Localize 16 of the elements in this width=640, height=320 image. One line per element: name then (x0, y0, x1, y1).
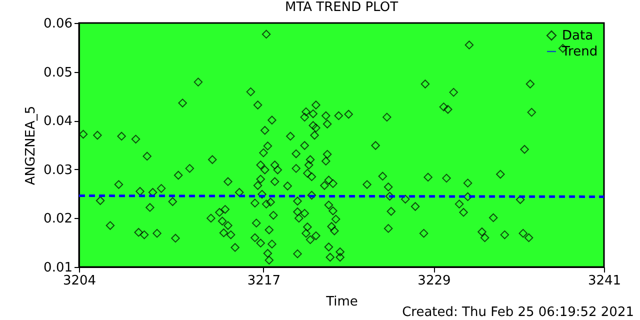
legend-label: Data (562, 28, 594, 44)
x-axis-title: Time (325, 294, 358, 310)
legend-label: Trend (561, 44, 598, 60)
x-tick-label: 3241 (588, 274, 622, 288)
text: Created: Thu Feb 25 06:19:52 2021 (402, 305, 634, 320)
y-tick-label: 0.05 (44, 65, 72, 80)
y-tick-label: 0.03 (44, 162, 72, 178)
y-tick-label: 0.02 (44, 212, 72, 227)
chart-title: MTA TREND PLOT (284, 0, 398, 15)
y-tick-label: 0.06 (44, 16, 72, 32)
x-tick-label: 3204 (62, 274, 96, 288)
y-axis-title: ANGZNEA_5 (24, 106, 39, 186)
x-tick-label: 3217 (247, 274, 281, 288)
y-tick-label: 0.04 (44, 114, 72, 130)
x-tick-label: 3229 (418, 274, 451, 288)
y-tick-label: 0.01 (44, 260, 72, 276)
